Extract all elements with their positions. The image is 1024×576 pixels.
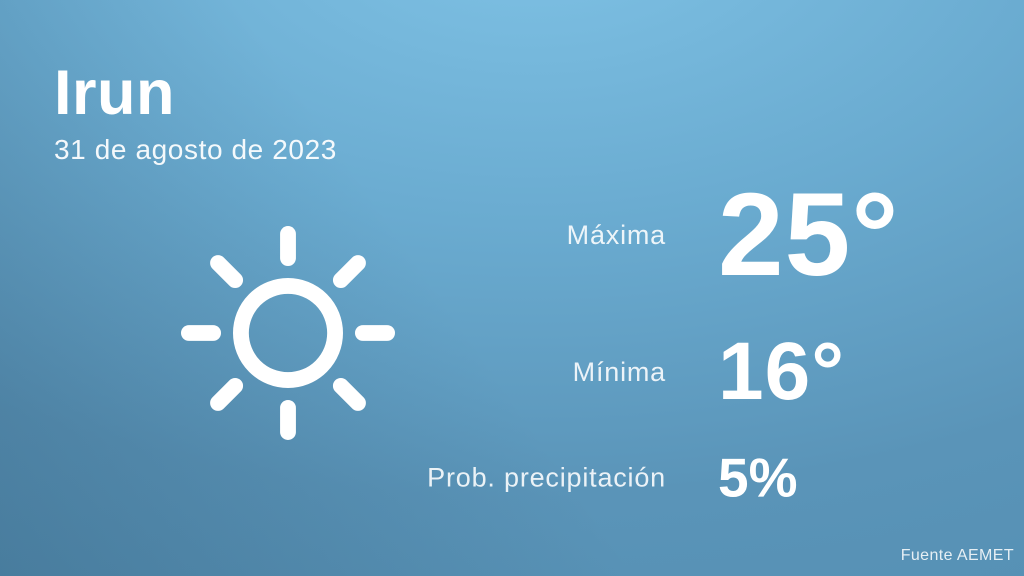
precipitation-label: Prob. precipitación	[427, 462, 666, 493]
location-title: Irun	[54, 58, 175, 128]
precipitation-value: 5%	[718, 446, 798, 509]
source-attribution: Fuente AEMET	[900, 547, 1014, 564]
date-subtitle: 31 de agosto de 2023	[54, 134, 337, 165]
header: Irun 31 de agosto de 2023	[54, 62, 337, 166]
metric-row-min-temp: Mínima 16°	[220, 331, 845, 413]
metric-row-precipitation: Prob. precipitación 5%	[220, 446, 798, 509]
max-temp-label: Máxima	[566, 219, 666, 250]
max-temp-value: 25°	[718, 169, 900, 301]
min-temp-label: Mínima	[572, 356, 666, 387]
metric-row-max-temp: Máxima 25°	[220, 176, 899, 294]
min-temp-value: 16°	[718, 326, 846, 417]
sun-icon	[181, 226, 395, 440]
